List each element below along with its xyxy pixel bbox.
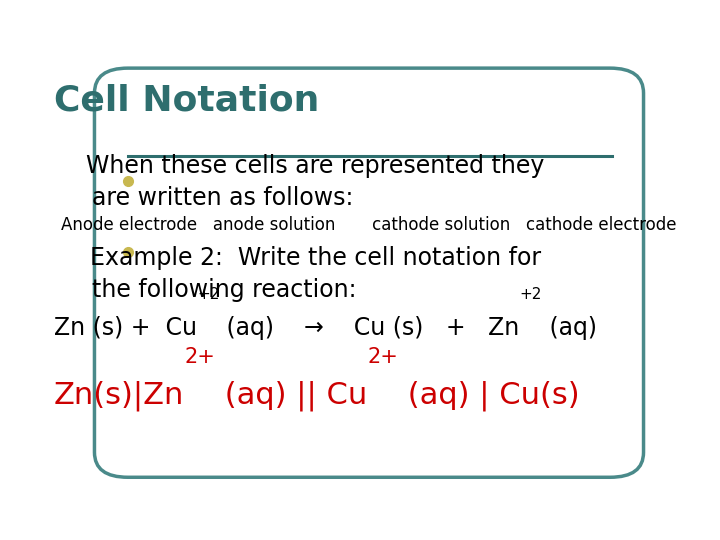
Text: 2+: 2+ [184,347,215,367]
Text: are written as follows:: are written as follows: [92,186,354,210]
Text: (aq) || Cu: (aq) || Cu [215,381,367,411]
FancyBboxPatch shape [94,68,644,477]
Text: 2+: 2+ [367,347,398,367]
Text: Example 2:  Write the cell notation for: Example 2: Write the cell notation for [90,246,541,269]
Text: Zn(s)|Zn: Zn(s)|Zn [54,381,184,411]
Text: Zn (s) +  Cu: Zn (s) + Cu [54,316,197,340]
Text: (aq): (aq) [542,316,597,340]
Text: (aq) | Cu(s): (aq) | Cu(s) [398,381,580,411]
Text: +2: +2 [520,287,542,302]
Text: Anode electrode   anode solution       cathode solution   cathode electrode: Anode electrode anode solution cathode s… [61,216,677,234]
Text: Cell Notation: Cell Notation [54,84,320,118]
Text: When these cells are represented they: When these cells are represented they [86,154,545,178]
Text: (aq)    →    Cu (s)   +   Zn: (aq) → Cu (s) + Zn [220,316,520,340]
Text: the following reaction:: the following reaction: [92,278,356,302]
Text: +2: +2 [197,287,220,302]
